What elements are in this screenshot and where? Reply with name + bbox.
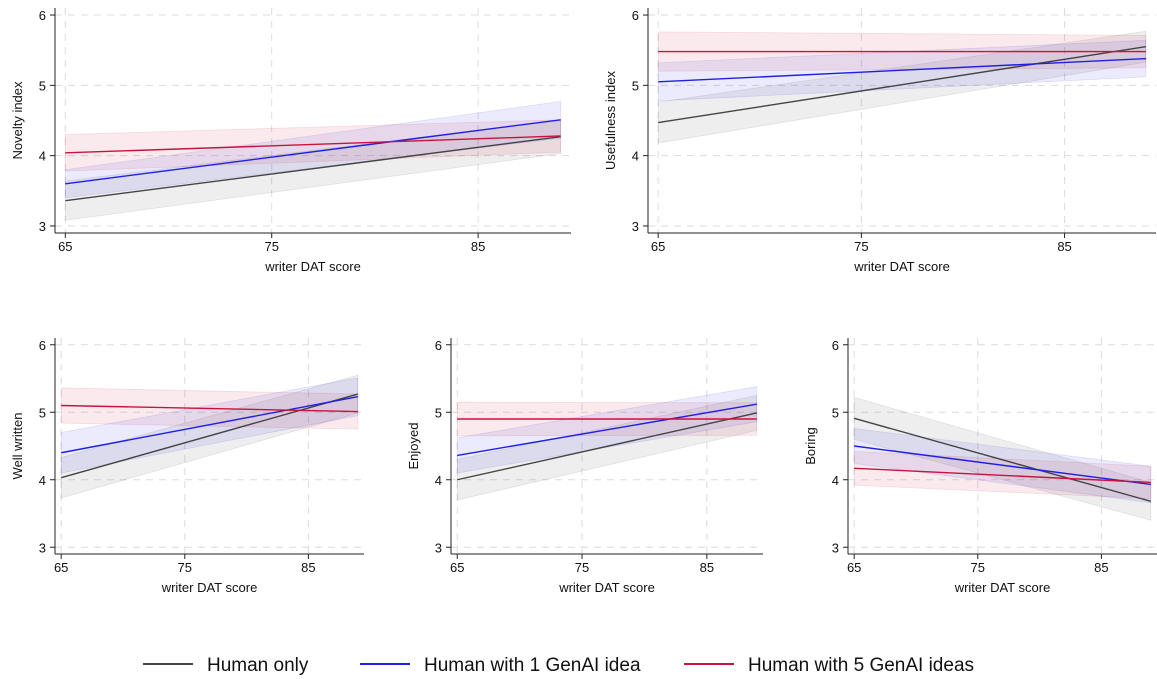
y-tick-label: 4 bbox=[832, 473, 839, 488]
x-axis-title: writer DAT score bbox=[161, 580, 258, 595]
series-line-human-only bbox=[60, 393, 359, 479]
y-tick-label: 5 bbox=[39, 78, 46, 93]
x-tick-label: 85 bbox=[1094, 560, 1108, 575]
y-tick-label: 6 bbox=[832, 338, 839, 353]
x-tick-label: 65 bbox=[450, 560, 464, 575]
x-axis-title: writer DAT score bbox=[954, 580, 1051, 595]
x-tick-label: 75 bbox=[854, 239, 868, 254]
confidence-band-human-only bbox=[853, 396, 1152, 521]
series-line-five-genai bbox=[61, 404, 358, 413]
y-tick-label: 5 bbox=[39, 405, 46, 420]
confidence-band-five-genai bbox=[64, 119, 562, 172]
x-tick-label: 85 bbox=[471, 239, 485, 254]
y-tick-label: 6 bbox=[39, 338, 46, 353]
y-axis-title: Well written bbox=[10, 413, 25, 480]
y-tick-label: 5 bbox=[435, 405, 442, 420]
series-line-one-genai bbox=[61, 396, 358, 454]
y-tick-label: 4 bbox=[632, 149, 639, 164]
series-line-one-genai bbox=[457, 403, 757, 457]
legend-label-one-genai: Human with 1 GenAI idea bbox=[424, 655, 641, 676]
y-tick-label: 6 bbox=[435, 338, 442, 353]
y-tick-label: 3 bbox=[435, 540, 442, 555]
series-line-human-only bbox=[65, 135, 561, 202]
confidence-band-human-only bbox=[657, 30, 1147, 144]
y-axis-title: Novelty index bbox=[10, 81, 25, 160]
y-axis-title: Usefulness index bbox=[603, 71, 618, 170]
series-line-human-only bbox=[658, 45, 1146, 124]
y-tick-label: 5 bbox=[832, 405, 839, 420]
chart-panel-1: 3 4 5 6 65 75 85 writer DAT score Novelty index bbox=[10, 8, 571, 274]
chart-panel-2: 3 4 5 6 65 75 85 writer DAT score Usefulness ind… bbox=[603, 8, 1156, 274]
x-tick-label: 75 bbox=[971, 560, 985, 575]
x-tick-label: 85 bbox=[700, 560, 714, 575]
chart-panel-4: 3 4 5 6 65 75 85 writer DAT score Enjoyed bbox=[406, 338, 763, 595]
series-line-human-only bbox=[457, 412, 757, 481]
legend-label-five-genai: Human with 5 GenAI ideas bbox=[748, 655, 974, 676]
y-tick-label: 4 bbox=[39, 149, 46, 164]
y-tick-label: 4 bbox=[435, 473, 442, 488]
series-line-five-genai bbox=[854, 467, 1151, 484]
x-axis-title: writer DAT score bbox=[853, 259, 950, 274]
series-line-one-genai bbox=[854, 445, 1151, 486]
x-tick-label: 75 bbox=[575, 560, 589, 575]
confidence-band-human-only bbox=[456, 394, 758, 501]
y-axis-title: Boring bbox=[803, 427, 818, 465]
confidence-band-one-genai bbox=[64, 101, 562, 199]
x-tick-label: 75 bbox=[178, 560, 192, 575]
x-tick-label: 65 bbox=[651, 239, 665, 254]
x-tick-label: 85 bbox=[1057, 239, 1071, 254]
x-axis-title: writer DAT score bbox=[558, 580, 655, 595]
x-tick-label: 75 bbox=[264, 239, 278, 254]
chart-panel-3: 3 4 5 6 65 75 85 writer DAT score Well written bbox=[10, 338, 364, 595]
series-line-one-genai bbox=[658, 57, 1146, 83]
y-tick-label: 4 bbox=[39, 473, 46, 488]
y-tick-label: 5 bbox=[632, 78, 639, 93]
x-tick-label: 65 bbox=[54, 560, 68, 575]
y-tick-label: 3 bbox=[832, 540, 839, 555]
y-tick-label: 6 bbox=[632, 8, 639, 23]
legend-label-human-only: Human only bbox=[207, 655, 309, 676]
series-line-human-only bbox=[853, 417, 1152, 503]
series-line-one-genai bbox=[65, 119, 561, 185]
x-tick-label: 65 bbox=[847, 560, 861, 575]
y-tick-label: 3 bbox=[632, 219, 639, 234]
chart-panel-5: 3 4 5 6 65 75 85 writer DAT score Boring bbox=[803, 338, 1157, 595]
legend: Human only Human with 1 GenAI idea Human… bbox=[143, 655, 974, 676]
x-tick-label: 65 bbox=[58, 239, 72, 254]
y-tick-label: 3 bbox=[39, 219, 46, 234]
y-tick-label: 3 bbox=[39, 540, 46, 555]
x-axis-title: writer DAT score bbox=[264, 259, 361, 274]
y-tick-label: 6 bbox=[39, 8, 46, 23]
series-line-five-genai bbox=[65, 135, 561, 154]
confidence-band-human-only bbox=[64, 119, 562, 221]
y-axis-title: Enjoyed bbox=[406, 423, 421, 470]
x-tick-label: 85 bbox=[301, 560, 315, 575]
